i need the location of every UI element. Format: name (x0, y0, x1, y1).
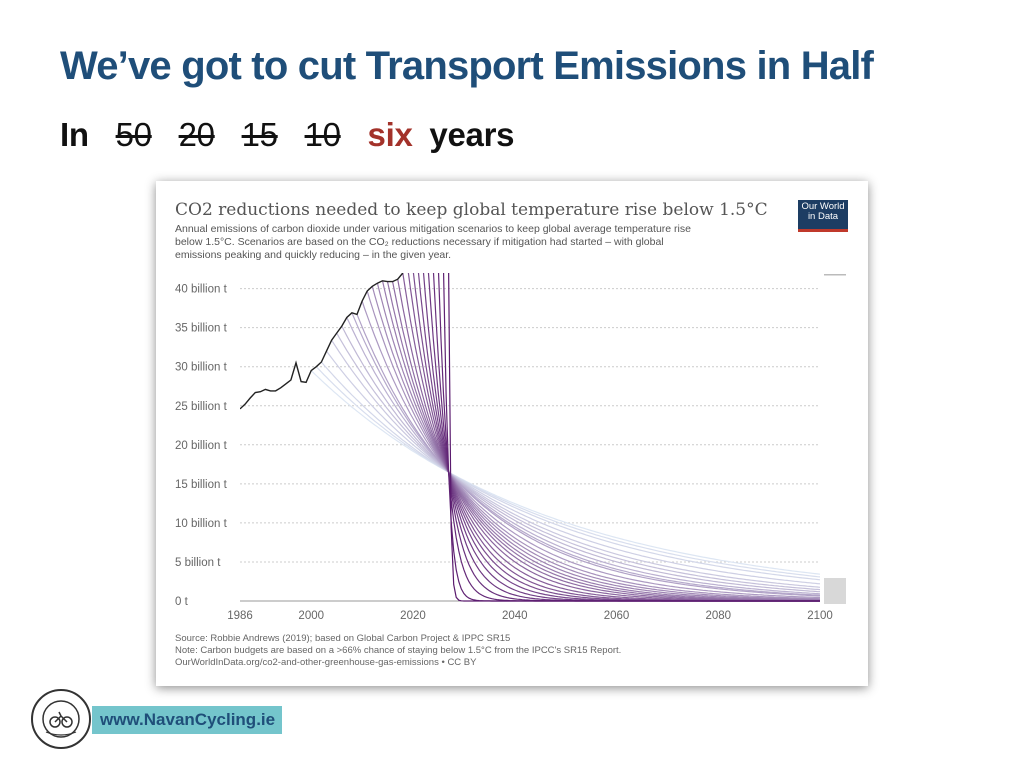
struck-year-3: 15 (241, 116, 278, 153)
historical-line-group (240, 273, 404, 410)
x-tick-label: 2040 (502, 610, 528, 622)
y-tick-label: 40 billion t (175, 284, 228, 296)
owid-logo-line-1: Our World (801, 201, 845, 212)
y-tick-label: 0 t (175, 596, 189, 608)
slide-subtitle: In 50 20 15 10 six years (60, 116, 514, 154)
x-tick-label: 2020 (400, 610, 426, 622)
source-line-1: Source: Robbie Andrews (2019); based on … (175, 633, 510, 644)
legend-marker (824, 274, 846, 276)
scenario-line-2009 (356, 314, 820, 597)
y-tick-label: 20 billion t (175, 440, 228, 452)
y-tick-label: 25 billion t (175, 401, 228, 413)
grid-layer (240, 288, 820, 602)
struck-year-2: 20 (178, 116, 215, 153)
owid-logo[interactable]: Our World in Data (798, 200, 848, 232)
historical-emissions-line (240, 273, 404, 410)
scenario-line-2018 (402, 273, 820, 602)
owid-logo-line-2: in Data (807, 211, 839, 222)
scenario-line-2002 (320, 361, 820, 581)
scenario-line-2024 (432, 273, 820, 602)
chart-card: CO2 reductions needed to keep global tem… (156, 181, 868, 686)
subtitle-prefix: In (60, 116, 89, 153)
struck-year-4: 10 (304, 116, 341, 153)
chart-subtitle-line-1: Annual emissions of carbon dioxide under… (175, 223, 691, 235)
website-url[interactable]: www.NavanCycling.ie (92, 706, 282, 734)
chart-title: CO2 reductions needed to keep global tem… (175, 200, 768, 220)
scenario-line-2003 (326, 350, 820, 585)
scenario-line-2006 (341, 325, 820, 593)
slide-title: We’ve got to cut Transport Emissions in … (60, 44, 874, 88)
source-line-3: OurWorldInData.org/co2-and-other-greenho… (175, 657, 477, 668)
axis-labels: 0 t 5 billion t 10 billion t 15 billion t 20… (175, 284, 833, 622)
scenario-line-2016 (392, 281, 820, 602)
x-tick-label: 2100 (807, 610, 833, 622)
source-line-2: Note: Carbon budgets are based on a >66%… (175, 645, 621, 656)
y-tick-label: 30 billion t (175, 362, 228, 374)
x-tick-label: 1986 (227, 610, 253, 622)
scenario-line-2026 (442, 273, 820, 602)
y-tick-label: 15 billion t (175, 479, 228, 491)
scenario-line-2019 (407, 273, 820, 602)
y-tick-label: 5 billion t (175, 557, 221, 569)
scenario-line-2005 (336, 332, 820, 591)
scenario-line-2008 (351, 312, 820, 596)
chart-subtitle-line-2: below 1.5°C. Scenarios are based on the … (175, 236, 664, 248)
scenario-line-2001 (315, 366, 820, 578)
bicycle-icon (49, 716, 61, 728)
scenario-line-2027 (448, 273, 820, 602)
subtitle-suffix: years (429, 116, 515, 153)
chart-subtitle-line-3: emissions peaking and quickly reducing –… (175, 249, 451, 261)
scenario-line-2007 (346, 317, 820, 595)
co2-chart: CO2 reductions needed to keep global tem… (175, 200, 846, 668)
highlight-word: six (367, 116, 413, 153)
navan-cycling-logo (31, 689, 91, 749)
y-tick-label: 35 billion t (175, 323, 228, 335)
y-tick-label: 10 billion t (175, 518, 228, 530)
x-tick-label: 2060 (604, 610, 630, 622)
scenario-lines (310, 273, 820, 602)
scenario-line-2010 (361, 300, 820, 599)
scenario-line-2000 (310, 370, 820, 575)
scenario-line-2021 (417, 273, 820, 602)
x-tick-label: 2000 (298, 610, 324, 622)
scenario-line-2004 (331, 339, 820, 588)
struck-year-1: 50 (115, 116, 152, 153)
x-tick-label: 2080 (705, 610, 731, 622)
timeline-handle[interactable] (824, 578, 846, 604)
